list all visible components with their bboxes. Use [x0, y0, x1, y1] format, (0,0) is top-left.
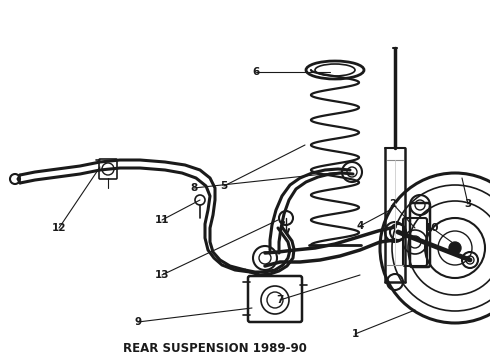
Text: 6: 6 — [252, 67, 260, 77]
Text: 4: 4 — [356, 221, 364, 231]
Text: 12: 12 — [52, 223, 66, 233]
Text: 11: 11 — [155, 215, 169, 225]
Text: REAR SUSPENSION 1989-90: REAR SUSPENSION 1989-90 — [123, 342, 307, 355]
Text: 7: 7 — [276, 295, 284, 305]
Text: 13: 13 — [155, 270, 169, 280]
Text: 3: 3 — [465, 199, 471, 209]
Text: 2: 2 — [390, 199, 396, 209]
Text: 9: 9 — [134, 317, 142, 327]
Circle shape — [449, 242, 461, 254]
Text: 5: 5 — [220, 181, 228, 191]
Text: 1: 1 — [351, 329, 359, 339]
Text: 8: 8 — [191, 183, 197, 193]
Text: 10: 10 — [425, 223, 439, 233]
